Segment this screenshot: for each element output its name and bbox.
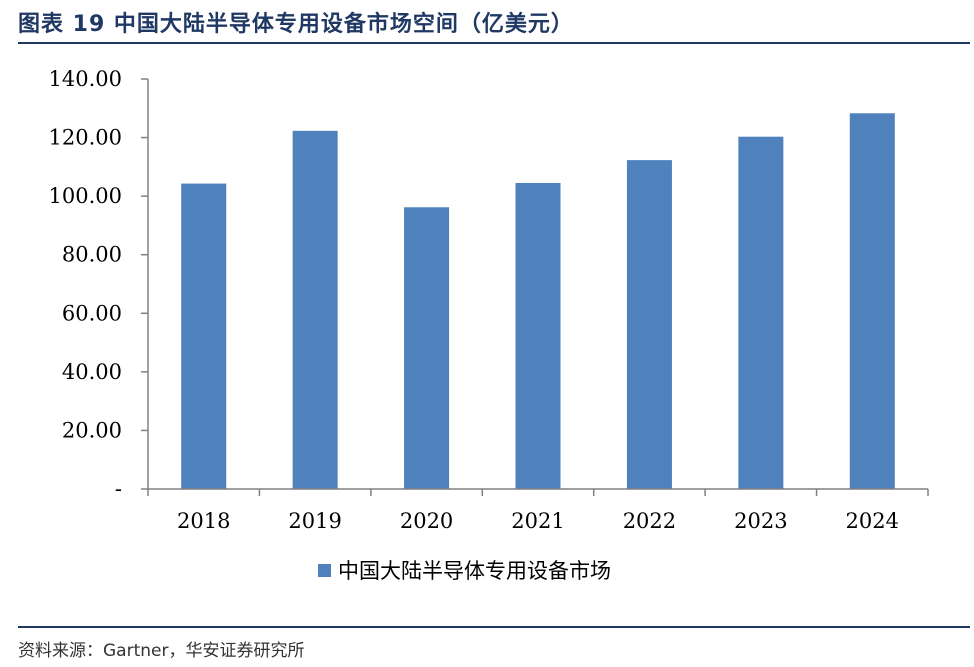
bar-2021 [515,182,561,489]
x-tick-label: 2018 [177,509,230,533]
bar-2023 [738,136,784,489]
y-tick-label: 20.00 [62,418,122,442]
x-tick-label: 2020 [400,509,453,533]
x-tick-label: 2023 [734,509,787,533]
y-axis-ticks: - 20.00 40.00 60.00 80.00 100.00 120.00 140.00 [49,67,148,501]
bar-2024 [849,113,895,489]
figure-title: 图表 19 中国大陆半导体专用设备市场空间（亿美元） [18,12,574,37]
bar-2019 [292,130,338,490]
y-tick-label: 40.00 [62,360,122,384]
x-tick-label: 2019 [288,509,341,533]
y-tick-label: 60.00 [62,301,122,325]
bar-2018 [181,183,227,490]
legend: 中国大陆半导体专用设备市场 [318,559,611,583]
y-tick-label: 80.00 [62,243,122,267]
bar-2022 [626,160,672,489]
x-tick-label: 2021 [511,509,564,533]
legend-swatch [318,564,331,577]
x-tick-label: 2022 [623,509,676,533]
source-rule [18,626,970,628]
bar-2020 [404,207,450,489]
bar-chart: -20.0040.0060.0080.00100.00120.00140.00 … [49,67,929,583]
legend-label: 中国大陆半导体专用设备市场 [338,559,611,583]
source-note: 资料来源：Gartner，华安证券研究所 [18,641,305,661]
y-tick-label: - [115,477,122,501]
x-tick-label: 2024 [846,509,899,533]
y-tick-label: 140.00 [49,67,122,91]
x-axis-ticks: 2018 2019 2020 2021 2022 2023 2024 [147,489,929,533]
y-tick-label: 100.00 [49,184,122,208]
title-rule [18,42,970,44]
bars [181,113,895,490]
y-tick-label: 120.00 [49,126,122,150]
